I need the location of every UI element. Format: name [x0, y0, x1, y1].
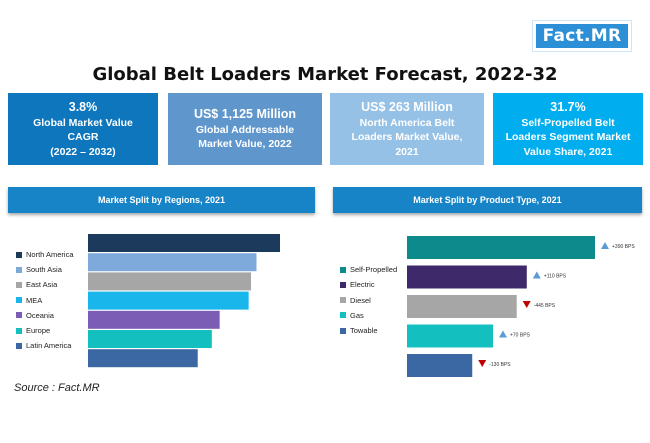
legend-swatch — [16, 342, 22, 349]
legend-label: Diesel — [350, 295, 371, 305]
kpi-label: Global Market Value CAGR — [33, 117, 133, 144]
legend-swatch — [340, 312, 346, 319]
legend-label: South Asia — [26, 265, 62, 275]
legend-label: Oceania — [26, 310, 54, 320]
legend-swatch — [340, 266, 346, 273]
legend-label: East Asia — [26, 280, 58, 290]
bps-label-electric: +110 BPS — [544, 274, 567, 280]
legend-label: Gas — [350, 310, 364, 320]
legend-label: Towable — [350, 326, 378, 336]
logo-text: Fact.MR — [542, 26, 622, 46]
kpi-value: 31.7% — [550, 100, 586, 115]
bps-label-diesel: -445 BPS — [534, 303, 556, 309]
product-legend-item-towable: Towable — [340, 326, 378, 335]
legend-swatch — [16, 251, 22, 258]
bar-towable — [407, 354, 473, 377]
legend-swatch — [16, 327, 22, 334]
bar-mea — [88, 291, 249, 310]
regions-legend-item-north-america: North America — [16, 250, 74, 259]
bar-self-propelled — [407, 236, 595, 259]
product-legend-item-self-propelled: Self-Propelled — [340, 265, 397, 274]
legend-swatch — [340, 281, 346, 288]
legend-swatch — [16, 266, 22, 273]
bar-gas — [407, 324, 493, 348]
kpi-label: North America Belt Loaders Market Value,… — [351, 117, 463, 158]
product-legend-item-gas: Gas — [340, 311, 364, 320]
bar-electric — [407, 265, 527, 289]
legend-label: North America — [26, 250, 74, 259]
kpi-value: US$ 1,125 Million — [193, 107, 297, 122]
product-legend-item-electric: Electric — [340, 280, 375, 289]
legend-swatch — [16, 312, 22, 319]
product-legend: Self-Propelled Electric Diesel Gas Towable — [340, 265, 410, 335]
up-arrow-icon — [601, 242, 609, 249]
product-legend-item-diesel: Diesel — [340, 296, 371, 305]
bar-north-america — [88, 234, 280, 252]
logo-frame — [532, 20, 632, 52]
kpi-card-segment-share: 31.7% Self-Propelled Belt Loaders Segmen… — [493, 93, 643, 165]
up-arrow-icon — [532, 271, 541, 279]
regions-legend-item-south-asia: South Asia — [16, 265, 62, 274]
regions-legend-item-mea: MEA — [16, 296, 42, 305]
kpi-label: Self-Propelled Belt Loaders Segment Mark… — [505, 117, 631, 158]
kpi-label: Global Addressable Market Value, 2022 — [195, 124, 295, 151]
bar-diesel — [407, 295, 517, 318]
legend-swatch — [16, 281, 22, 288]
down-arrow-icon — [522, 301, 531, 308]
infographic-title: Global Belt Loaders Market Forecast, 202… — [92, 64, 558, 85]
bar-east-asia — [88, 272, 252, 291]
bar-south-asia — [88, 253, 257, 272]
regions-legend-item-europe: Europe — [16, 326, 50, 335]
kpi-value: US$ 263 Million — [361, 100, 453, 115]
legend-label: Latin America — [26, 341, 72, 351]
legend-swatch — [340, 327, 346, 334]
bps-label-self-propelled: +390 BPS — [612, 244, 635, 250]
regions-panel-title: Market Split by Regions, 2021 — [8, 187, 315, 213]
bar-oceania — [88, 310, 220, 329]
bar-latin-america — [88, 349, 198, 368]
kpi-card-addressable-market: US$ 1,125 Million Global Addressable Mar… — [168, 93, 322, 165]
kpi-card-north-america: US$ 263 Million North America Belt Loade… — [330, 93, 484, 165]
product-panel-title: Market Split by Product Type, 2021 — [333, 187, 642, 213]
bps-label-towable: -130 BPS — [489, 362, 511, 368]
down-arrow-icon — [478, 360, 487, 367]
regions-legend-item-east-asia: East Asia — [16, 280, 57, 289]
regions-legend: North America South Asia East Asia MEA Ocean… — [16, 250, 91, 350]
up-arrow-icon — [498, 330, 507, 338]
regions-legend-item-oceania: Oceania — [16, 311, 54, 320]
kpi-extra: (2022 – 2032) — [50, 145, 116, 158]
kpi-value: 3.8% — [68, 100, 98, 115]
bar-europe — [88, 330, 212, 348]
legend-label: Self-Propelled — [350, 265, 398, 274]
legend-label: Electric — [350, 280, 375, 290]
bps-label-gas: +70 BPS — [510, 333, 531, 339]
legend-label: MEA — [26, 295, 43, 305]
legend-label: Europe — [26, 326, 51, 335]
source-note: Source : Fact.MR — [14, 382, 100, 394]
brand-logo: Fact.MR — [536, 24, 628, 48]
legend-swatch — [340, 297, 346, 304]
regions-legend-item-latin-america: Latin America — [16, 341, 71, 350]
kpi-card-cagr: 3.8% Global Market Value CAGR (2022 – 20… — [8, 93, 158, 165]
legend-swatch — [16, 297, 22, 304]
